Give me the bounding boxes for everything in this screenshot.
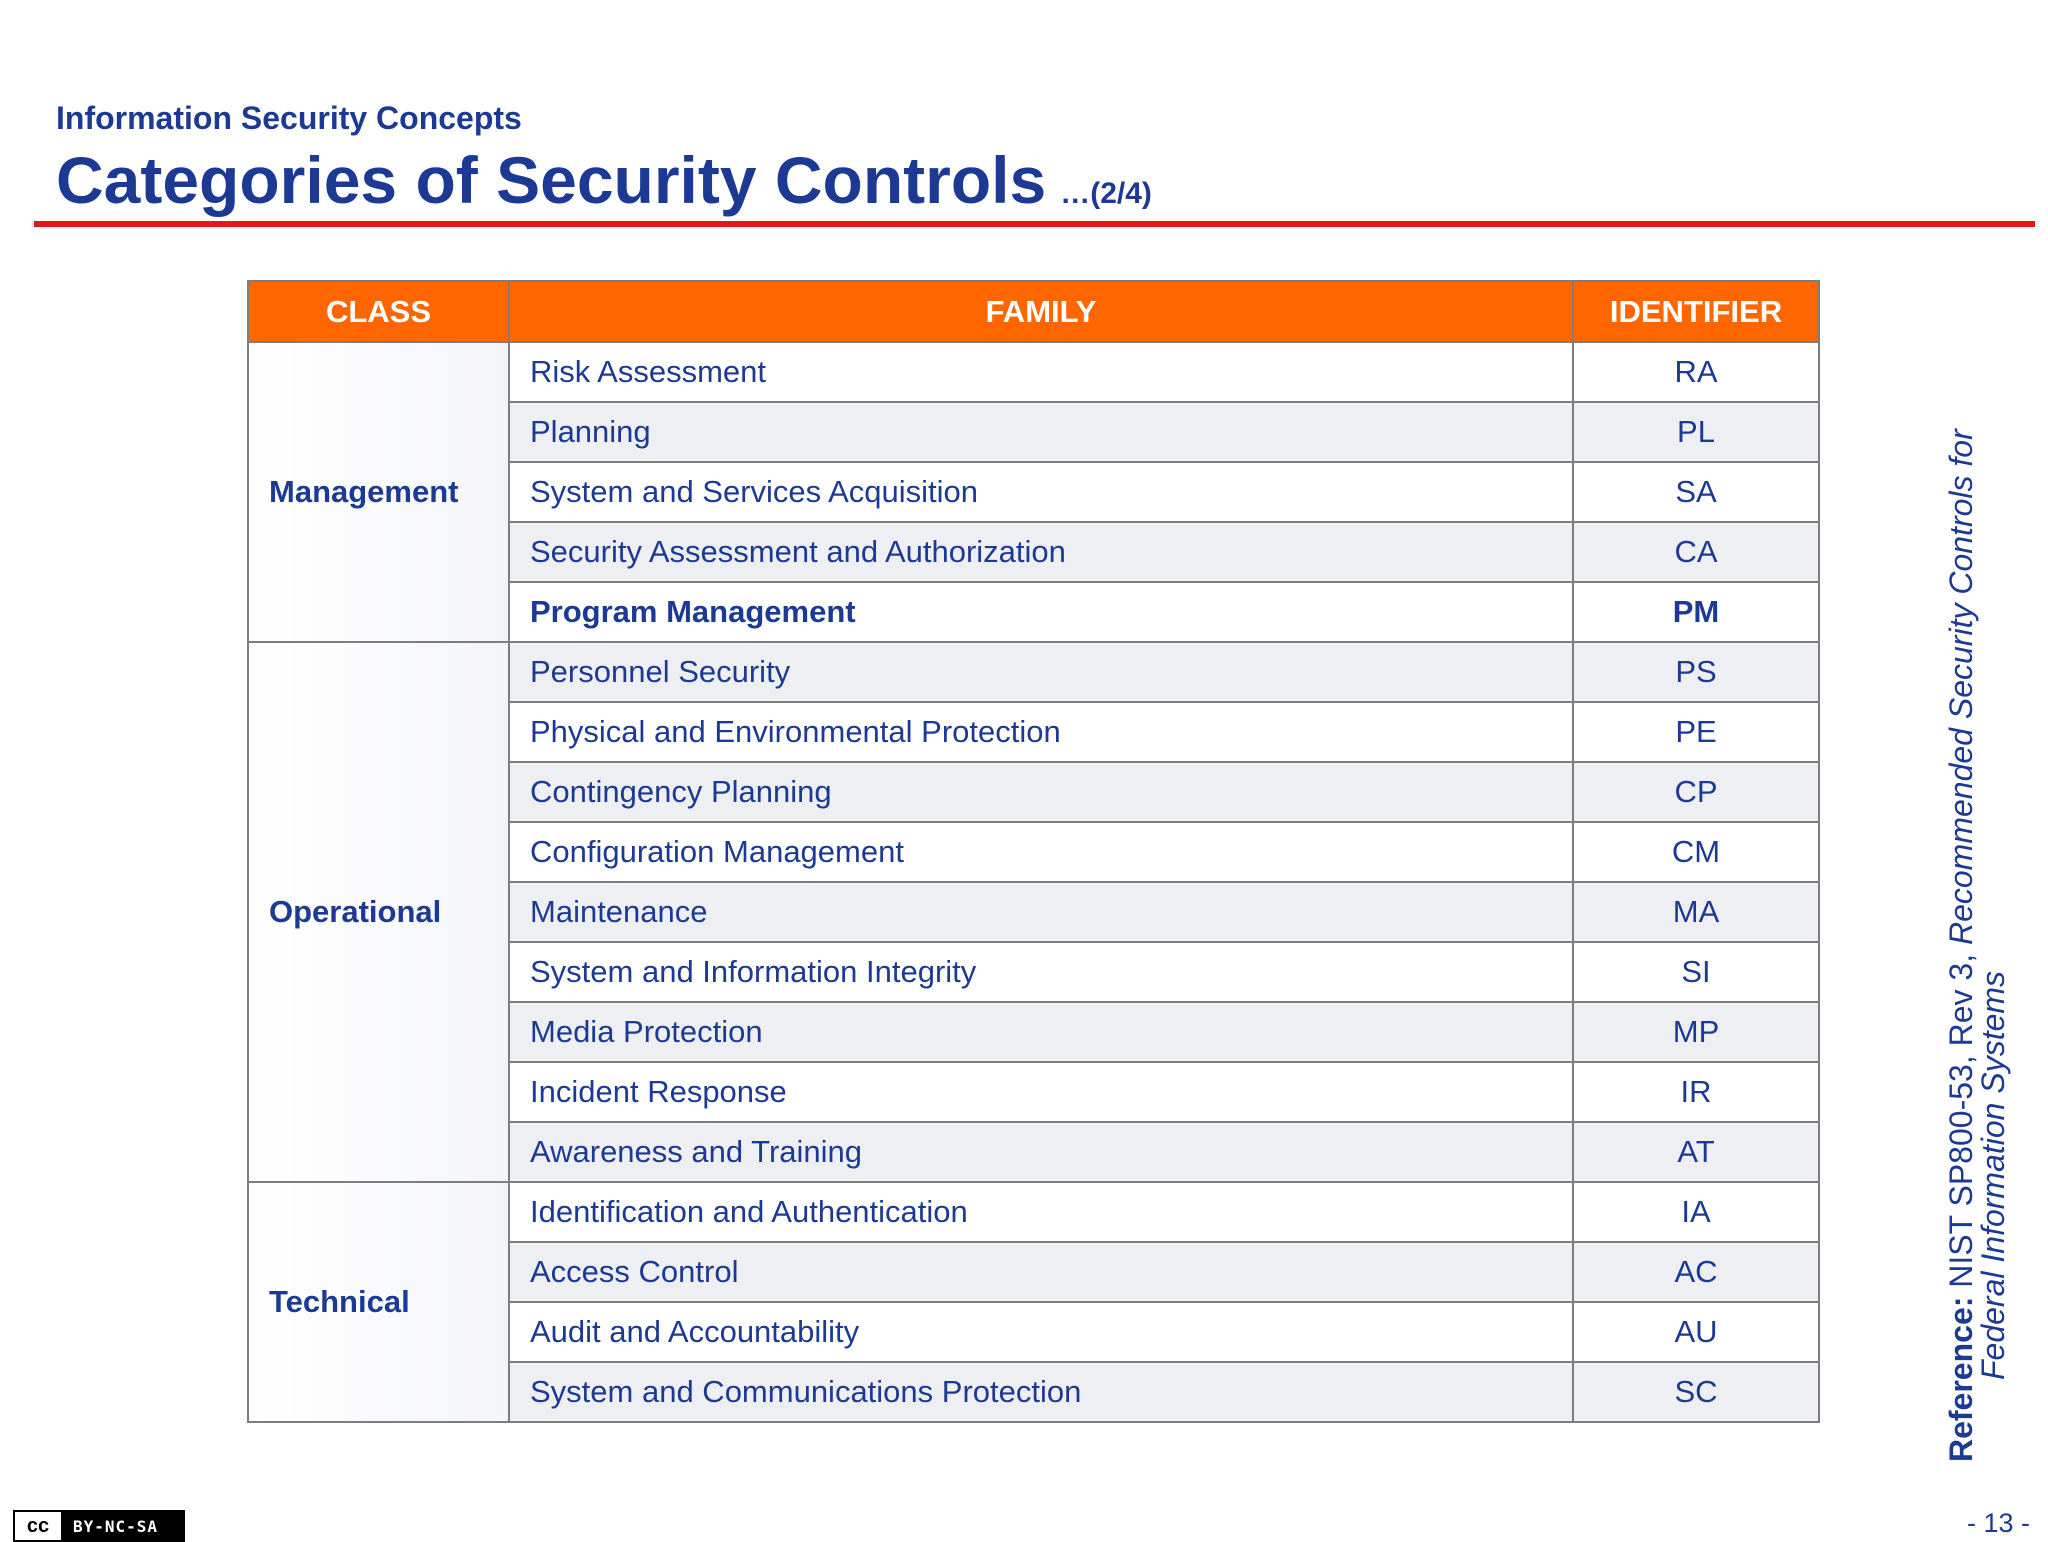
table-row: Program Management PM (248, 581, 1820, 643)
identifier-cell: CP (1572, 761, 1820, 823)
reference-label: Reference: (1943, 1297, 1979, 1462)
identifier-cell: AC (1572, 1241, 1820, 1303)
slide-title: Categories of Security Controls …(2/4) (56, 142, 1152, 218)
identifier-cell: IA (1572, 1181, 1820, 1243)
family-cell: Identification and Authentication (508, 1181, 1574, 1243)
identifier-cell: SA (1572, 461, 1820, 523)
license-text: BY-NC-SA (73, 1516, 159, 1536)
table-row: Access Control AC (248, 1241, 1820, 1303)
table-row: Security Assessment and Authorization CA (248, 521, 1820, 583)
column-header: IDENTIFIER (1572, 280, 1820, 343)
identifier-cell: AU (1572, 1301, 1820, 1363)
family-cell: Incident Response (508, 1061, 1574, 1123)
column-header: FAMILY (508, 280, 1574, 343)
title-rule (34, 221, 2035, 227)
reference-title2: Federal Information Systems (1975, 971, 2011, 1380)
table-row: Media Protection MP (248, 1001, 1820, 1063)
table-row: System and Information Integrity SI (248, 941, 1820, 1003)
table-row: Operational Personnel Security PS (247, 641, 1820, 1183)
identifier-cell: PS (1572, 641, 1820, 703)
reference-line1: Reference: NIST SP800-53, Rev 3, Recomme… (1943, 428, 1979, 1462)
table-row: Audit and Accountability AU (248, 1301, 1820, 1363)
identifier-cell: CM (1572, 821, 1820, 883)
identifier-cell: SC (1572, 1361, 1820, 1423)
class-cell: Technical (247, 1181, 510, 1423)
identifier-cell: CA (1572, 521, 1820, 583)
table-row: Physical and Environmental Protection PE (248, 701, 1820, 763)
title-part: …(2/4) (1060, 177, 1152, 210)
family-cell: Program Management (508, 581, 1574, 643)
family-cell: Personnel Security (508, 641, 1574, 703)
class-cell: Management (247, 341, 510, 643)
controls-table: CLASS FAMILY IDENTIFIER Management Risk Ass… (247, 280, 1820, 1423)
family-cell: Audit and Accountability (508, 1301, 1574, 1363)
family-cell: Contingency Planning (508, 761, 1574, 823)
table-row: Planning PL (248, 401, 1820, 463)
family-cell: Physical and Environmental Protection (508, 701, 1574, 763)
family-cell: System and Services Acquisition (508, 461, 1574, 523)
table-row: Management Risk Assessment RA (247, 341, 1820, 643)
family-cell: Security Assessment and Authorization (508, 521, 1574, 583)
table-row: Technical Identification and Authenticati… (247, 1181, 1820, 1423)
cc-icon: cc (15, 1512, 61, 1540)
table-row: Incident Response IR (248, 1061, 1820, 1123)
family-cell: Media Protection (508, 1001, 1574, 1063)
column-header: CLASS (247, 280, 510, 343)
family-cell: Planning (508, 401, 1574, 463)
identifier-cell: SI (1572, 941, 1820, 1003)
reference-title1: Recommended Security Controls for (1943, 428, 1979, 945)
family-cell: System and Information Integrity (508, 941, 1574, 1003)
title-text: Categories of Security Controls (56, 143, 1047, 217)
identifier-cell: PL (1572, 401, 1820, 463)
identifier-cell: PM (1572, 581, 1820, 643)
identifier-cell: MA (1572, 881, 1820, 943)
family-cell: Awareness and Training (508, 1121, 1574, 1183)
family-cell: Maintenance (508, 881, 1574, 943)
identifier-cell: MP (1572, 1001, 1820, 1063)
table-row: Maintenance MA (248, 881, 1820, 943)
table-row: Configuration Management CM (248, 821, 1820, 883)
header-row: CLASS FAMILY IDENTIFIER (247, 280, 1820, 343)
license-badge: cc BY-NC-SA (13, 1510, 185, 1542)
reference-text: NIST SP800-53, Rev 3, (1943, 954, 1979, 1288)
identifier-cell: RA (1572, 341, 1820, 403)
family-cell: Risk Assessment (508, 341, 1574, 403)
class-cell: Operational (247, 641, 510, 1183)
table-row: Awareness and Training AT (248, 1121, 1820, 1183)
family-cell: System and Communications Protection (508, 1361, 1574, 1423)
table-row: System and Services Acquisition SA (248, 461, 1820, 523)
family-cell: Configuration Management (508, 821, 1574, 883)
table-row: Contingency Planning CP (248, 761, 1820, 823)
section-label: Information Security Concepts (56, 100, 522, 136)
identifier-cell: IR (1572, 1061, 1820, 1123)
family-cell: Access Control (508, 1241, 1574, 1303)
identifier-cell: AT (1572, 1121, 1820, 1183)
table-row: System and Communications Protection SC (248, 1361, 1820, 1423)
identifier-cell: PE (1572, 701, 1820, 763)
page-number: - 13 - (1966, 1508, 2030, 1538)
